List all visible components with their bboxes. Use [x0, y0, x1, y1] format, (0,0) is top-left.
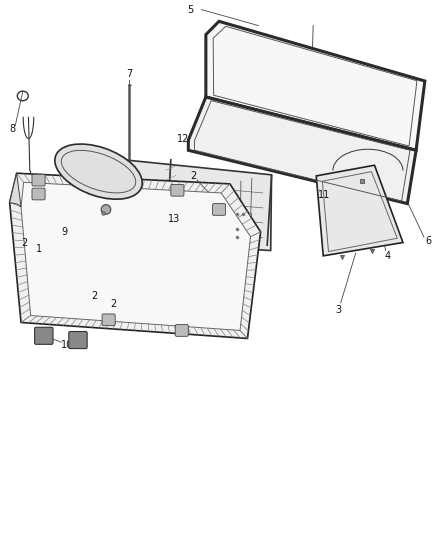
Text: 1: 1 — [35, 245, 42, 254]
Polygon shape — [171, 224, 219, 244]
Text: 4: 4 — [385, 251, 391, 261]
Polygon shape — [10, 173, 261, 338]
Text: 9: 9 — [62, 227, 68, 237]
Text: 2: 2 — [91, 291, 97, 301]
Text: 5: 5 — [187, 5, 194, 14]
FancyBboxPatch shape — [212, 204, 226, 215]
Text: 13: 13 — [168, 214, 180, 223]
Text: 7: 7 — [126, 69, 132, 78]
Text: 11: 11 — [318, 190, 330, 199]
FancyBboxPatch shape — [32, 188, 45, 200]
FancyBboxPatch shape — [175, 325, 188, 336]
Polygon shape — [316, 165, 403, 256]
Text: 2: 2 — [191, 171, 197, 181]
Text: 8: 8 — [9, 124, 15, 134]
Text: 10: 10 — [61, 341, 73, 350]
FancyBboxPatch shape — [102, 314, 115, 326]
Text: 12: 12 — [177, 134, 189, 143]
FancyBboxPatch shape — [171, 184, 184, 196]
Polygon shape — [21, 182, 251, 330]
Polygon shape — [125, 160, 272, 251]
FancyBboxPatch shape — [69, 332, 87, 349]
Polygon shape — [10, 173, 21, 207]
Text: 2: 2 — [110, 299, 116, 309]
Polygon shape — [206, 21, 425, 150]
Ellipse shape — [55, 144, 142, 199]
Text: 6: 6 — [425, 236, 431, 246]
Polygon shape — [188, 97, 416, 204]
Text: 2: 2 — [92, 157, 99, 167]
FancyBboxPatch shape — [35, 327, 53, 344]
Text: 2: 2 — [21, 238, 27, 247]
Ellipse shape — [101, 205, 111, 214]
FancyBboxPatch shape — [32, 174, 45, 186]
Text: 3: 3 — [336, 305, 342, 315]
